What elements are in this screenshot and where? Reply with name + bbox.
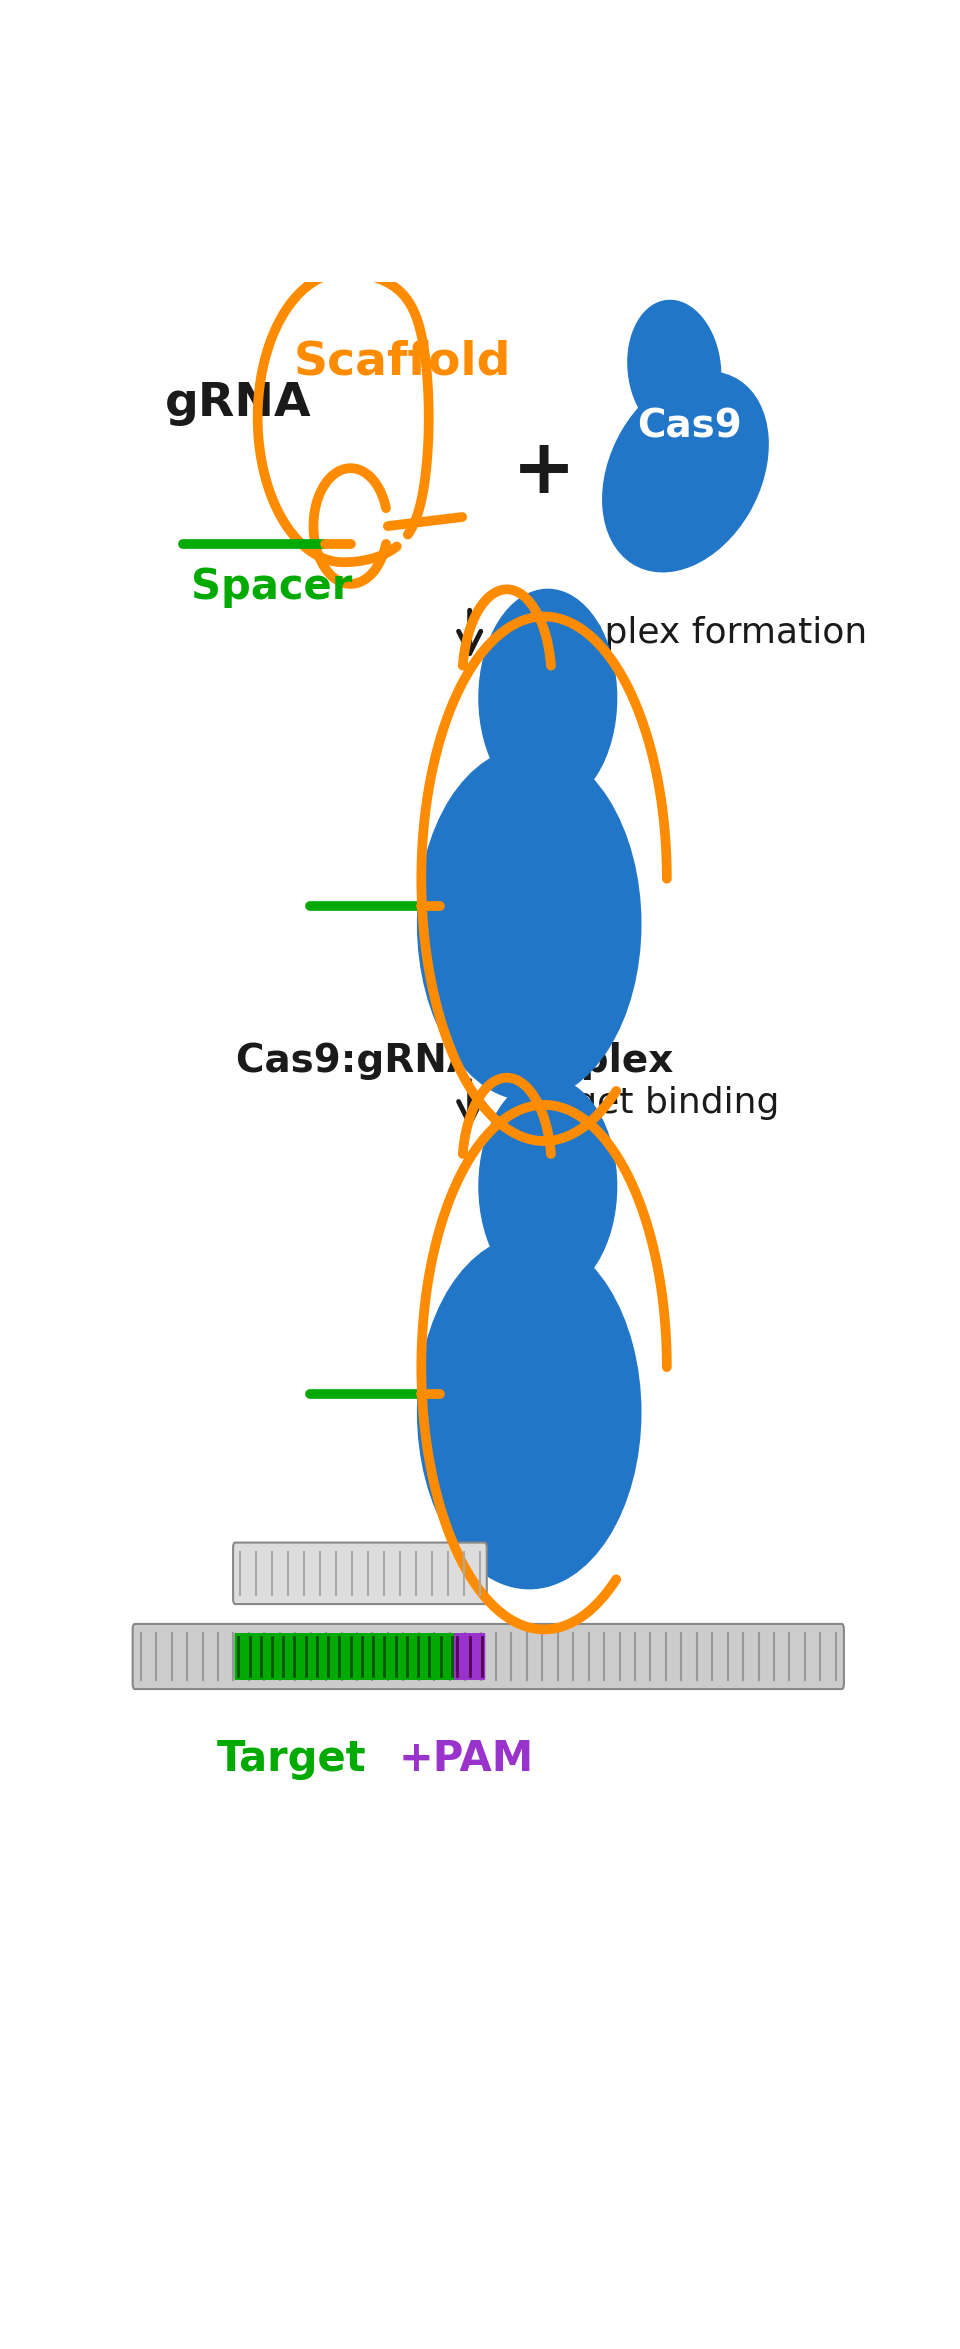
Ellipse shape [418, 1236, 641, 1588]
Text: +: + [512, 435, 576, 510]
Ellipse shape [479, 590, 616, 806]
FancyBboxPatch shape [233, 1543, 487, 1604]
FancyBboxPatch shape [234, 1633, 456, 1680]
Text: Complex formation: Complex formation [522, 615, 867, 651]
Text: Target binding: Target binding [522, 1085, 780, 1120]
FancyBboxPatch shape [132, 1623, 844, 1689]
Ellipse shape [418, 747, 641, 1099]
Text: Cas9: Cas9 [636, 409, 741, 446]
Ellipse shape [479, 1078, 616, 1294]
Text: Scaffold: Scaffold [294, 341, 512, 385]
Ellipse shape [603, 371, 768, 571]
Ellipse shape [628, 301, 721, 437]
Text: Cas9:gRNA complex: Cas9:gRNA complex [236, 1041, 674, 1081]
Text: gRNA: gRNA [165, 381, 311, 428]
FancyBboxPatch shape [454, 1633, 486, 1680]
Text: Spacer: Spacer [191, 566, 352, 608]
Text: +PAM: +PAM [399, 1738, 535, 1781]
Text: Target: Target [217, 1738, 367, 1781]
